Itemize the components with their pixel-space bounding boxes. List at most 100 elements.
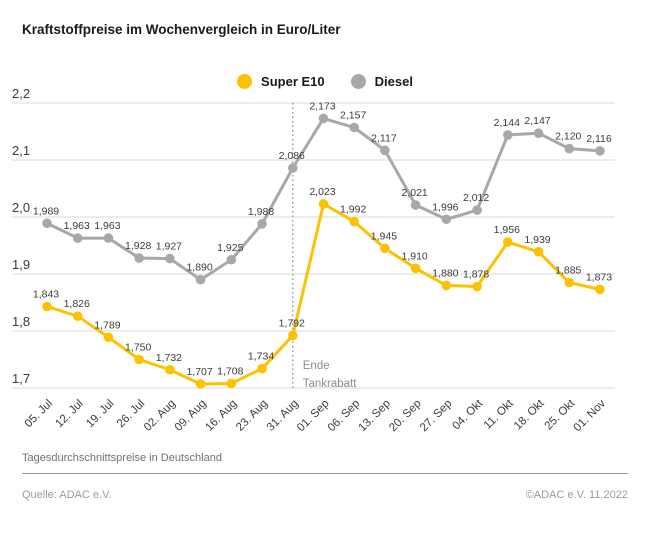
super-e10-dot-icon <box>237 74 253 89</box>
x-tick-label: 05. Jul <box>23 398 55 430</box>
data-point <box>595 146 605 156</box>
value-label: 2,012 <box>463 192 489 204</box>
value-label: 1,939 <box>524 234 550 246</box>
data-point <box>257 363 267 374</box>
x-tick-label: 16. Aug <box>203 398 239 434</box>
diesel-dot-icon <box>350 74 366 89</box>
data-point <box>72 311 83 321</box>
footer-divider <box>22 473 628 474</box>
value-label: 1,880 <box>432 267 458 279</box>
data-point <box>195 379 206 389</box>
value-label: 1,792 <box>279 318 305 330</box>
data-point <box>533 246 544 257</box>
tankrabatt-annotation: Tankrabatt <box>303 378 358 390</box>
chart-footnote: Tagesdurchschnittspreise in Deutschland <box>22 452 222 464</box>
data-point <box>42 301 52 312</box>
data-point <box>226 254 237 265</box>
y-tick-label: 1,9 <box>12 257 30 272</box>
data-point <box>564 143 575 154</box>
x-tick-label: 04. Okt <box>450 397 485 432</box>
value-label: 1,890 <box>186 262 212 274</box>
data-point <box>103 233 114 243</box>
y-tick-label: 2,2 <box>12 86 30 101</box>
value-label: 1,963 <box>64 220 90 232</box>
value-label: 1,963 <box>94 220 120 232</box>
value-label: 1,925 <box>217 242 243 254</box>
data-point <box>165 364 175 375</box>
x-tick-label: 01. Nov <box>572 397 609 434</box>
data-point <box>503 130 513 140</box>
value-label: 2,120 <box>555 131 581 143</box>
value-label: 1,988 <box>248 206 274 218</box>
data-point <box>257 219 267 229</box>
value-label: 1,789 <box>94 319 120 331</box>
value-label: 1,910 <box>401 250 427 262</box>
y-tick-label: 1,7 <box>12 371 30 386</box>
value-label: 1,873 <box>586 271 612 283</box>
chart-legend: Super E10 Diesel <box>0 74 650 89</box>
data-point <box>318 113 329 124</box>
value-label: 1,928 <box>125 240 151 252</box>
value-label: 1,989 <box>33 205 59 217</box>
data-point <box>380 243 390 254</box>
value-label: 1,826 <box>64 298 90 310</box>
x-tick-label: 19. Jul <box>84 398 116 430</box>
tankrabatt-annotation: Ende <box>303 360 330 372</box>
x-tick-label: 09. Aug <box>173 398 209 434</box>
value-label: 1,734 <box>248 351 274 363</box>
value-label: 2,116 <box>586 133 612 145</box>
value-label: 2,147 <box>524 115 550 127</box>
value-label: 1,707 <box>186 366 212 378</box>
x-tick-label: 31. Aug <box>265 398 301 434</box>
x-tick-label: 11. Okt <box>482 397 517 432</box>
data-point <box>472 205 482 215</box>
data-point <box>410 263 421 274</box>
data-point <box>72 233 83 243</box>
value-label: 2,157 <box>340 110 366 122</box>
data-point <box>165 253 175 264</box>
legend-item-super-e10: Super E10 <box>237 74 325 89</box>
data-point <box>380 145 390 156</box>
data-point <box>226 378 237 389</box>
value-label: 1,878 <box>463 269 489 281</box>
value-label: 1,927 <box>156 241 182 253</box>
value-label: 2,021 <box>401 187 427 199</box>
value-label: 2,117 <box>371 132 397 144</box>
copyright-notice: ©ADAC e.V. 11.2022 <box>525 489 628 501</box>
value-label: 1,885 <box>555 265 581 277</box>
y-tick-label: 2,1 <box>12 143 30 158</box>
value-label: 2,144 <box>494 117 520 129</box>
source-credit: Quelle: ADAC e.V. <box>22 489 112 501</box>
value-label: 2,086 <box>279 150 305 162</box>
legend-label-super-e10: Super E10 <box>261 74 325 89</box>
x-tick-label: 20. Sep <box>387 398 424 435</box>
data-point <box>134 354 144 365</box>
y-tick-label: 1,8 <box>12 314 30 329</box>
value-label: 1,708 <box>217 365 243 377</box>
data-point <box>318 199 329 209</box>
data-point <box>287 163 298 173</box>
x-tick-label: 12. Jul <box>53 398 85 430</box>
x-tick-label: 18. Okt <box>512 397 547 432</box>
page-title: Kraftstoffpreise im Wochenvergleich in E… <box>22 22 341 37</box>
legend-item-diesel: Diesel <box>350 74 413 89</box>
value-label: 1,956 <box>494 224 520 236</box>
data-point <box>441 214 452 225</box>
value-label: 1,945 <box>371 230 397 242</box>
value-label: 1,996 <box>432 201 458 213</box>
x-tick-label: 23. Aug <box>234 398 270 434</box>
data-point <box>533 128 544 139</box>
x-tick-label: 13. Sep <box>357 398 394 435</box>
value-label: 1,843 <box>33 288 59 300</box>
x-tick-label: 06. Sep <box>326 398 363 435</box>
y-tick-label: 2,0 <box>12 200 30 215</box>
value-label: 1,732 <box>156 352 182 364</box>
value-label: 1,750 <box>125 342 151 354</box>
data-point <box>287 330 298 341</box>
data-point <box>195 274 206 285</box>
data-point <box>503 237 513 247</box>
value-label: 2,173 <box>309 100 335 112</box>
x-tick-label: 02. Aug <box>142 398 178 434</box>
